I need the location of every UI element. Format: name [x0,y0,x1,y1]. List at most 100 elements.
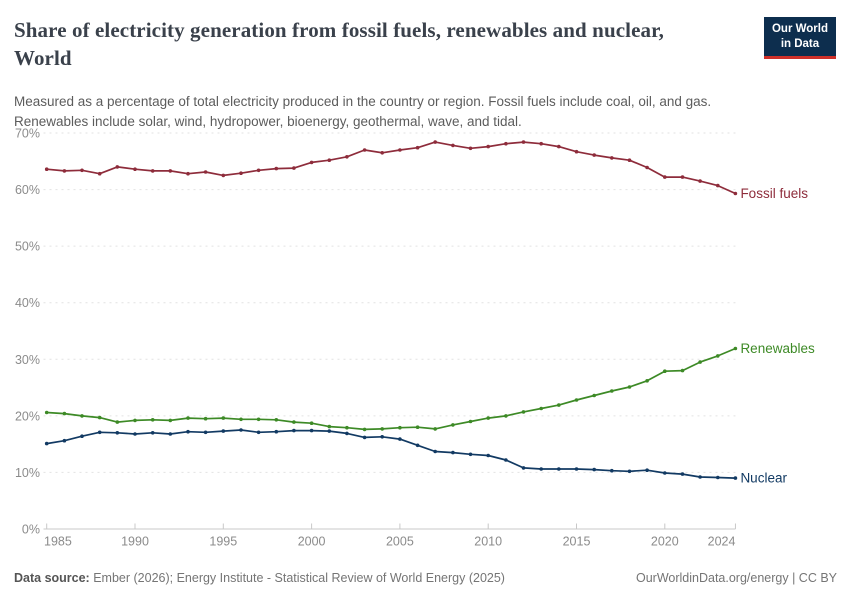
series-point-renewables [627,385,632,389]
series-point-fossil-fuels [345,155,349,159]
series-point-nuclear [610,468,614,473]
series-point-nuclear [557,467,561,471]
y-axis-label: 10% [15,466,40,480]
series-point-renewables [680,368,685,373]
series-point-fossil-fuels [574,149,579,154]
series-point-fossil-fuels [80,168,84,173]
series-point-renewables [504,414,508,418]
series-point-fossil-fuels [186,171,190,176]
series-point-nuclear [168,432,173,436]
series-label-nuclear: Nuclear [740,471,787,486]
series-point-fossil-fuels [97,171,102,176]
series-point-renewables [433,427,438,431]
series-point-renewables [362,427,367,432]
series-point-fossil-fuels [733,191,738,196]
series-point-fossil-fuels [539,141,543,146]
series-point-fossil-fuels [610,156,614,160]
y-axis-label: 50% [15,240,40,254]
series-point-nuclear [539,467,543,471]
series-point-nuclear [97,430,102,435]
y-axis-label: 20% [15,409,40,423]
series-point-fossil-fuels [398,148,402,152]
series-point-fossil-fuels [645,165,649,170]
series-point-fossil-fuels [203,170,208,174]
series-point-renewables [663,369,667,374]
series-point-renewables [150,418,155,422]
y-axis-label: 30% [15,353,40,367]
x-axis-label: 2010 [474,535,502,549]
series-line-fossil-fuels [45,141,737,195]
credit-text: OurWorldinData.org/energy | CC BY [635,571,837,585]
series-point-renewables [203,416,208,421]
series-point-fossil-fuels [115,165,120,169]
series-point-fossil-fuels [327,158,332,162]
series-point-renewables [345,425,349,430]
series-point-renewables [115,420,120,424]
series-point-nuclear [44,441,49,446]
series-point-renewables [521,410,526,414]
series-point-renewables [398,425,402,430]
owid-logo-line1: Our World [771,23,828,35]
series-point-fossil-fuels [309,160,314,165]
series-point-nuclear [62,438,67,443]
series-point-renewables [80,414,84,418]
series-point-nuclear [292,428,296,433]
series-point-fossil-fuels [274,166,279,171]
y-axis-label: 60% [15,183,40,197]
series-point-nuclear [415,443,420,448]
series-point-fossil-fuels [256,168,261,173]
series-point-nuclear [663,471,667,475]
x-axis-label: 2000 [298,535,326,549]
series-point-nuclear [433,449,438,454]
y-axis-label: 40% [15,296,40,310]
series-point-renewables [221,416,226,420]
chart-subtitle: Measured as a percentage of total electr… [14,94,712,130]
series-point-renewables [557,403,561,407]
series-point-renewables [451,423,455,427]
series-point-renewables [380,427,385,431]
series-point-nuclear [203,430,208,435]
series-point-fossil-fuels [504,141,508,146]
series-point-fossil-fuels [239,171,243,175]
y-axis-label: 0% [22,523,40,537]
series-point-nuclear [716,475,720,480]
series-point-nuclear [115,431,120,435]
x-axis-label: 2020 [651,535,679,549]
series-point-nuclear [256,430,261,435]
series-point-renewables [415,425,420,430]
series-point-nuclear [680,472,685,476]
series-point-fossil-fuels [557,144,561,149]
series-line-nuclear [45,429,737,479]
series-point-nuclear [80,434,84,439]
series-point-nuclear [698,475,702,479]
chart-header: Share of electricity generation from fos… [14,16,836,73]
series-point-fossil-fuels [133,167,137,171]
series-point-nuclear [504,458,508,462]
series-point-fossil-fuels [44,167,49,171]
series-point-renewables [62,411,67,416]
series-point-renewables [274,418,279,422]
page-title: Share of electricity generation from fos… [14,18,664,71]
x-axis-label: 2005 [386,535,414,549]
series-point-nuclear [521,466,526,470]
x-axis-label: 1995 [209,535,237,549]
series-point-nuclear [133,432,137,436]
series-point-fossil-fuels [292,166,296,170]
owid-logo: Our World in Data [763,17,836,59]
series-point-fossil-fuels [150,169,155,173]
series-point-renewables [468,419,473,424]
series-point-nuclear [274,429,279,434]
series-point-nuclear [733,476,738,480]
series-point-fossil-fuels [486,144,491,149]
data-source-label: Data source: [14,571,90,585]
series-point-renewables [698,360,702,364]
series-point-renewables [44,410,49,415]
series-point-fossil-fuels [221,173,226,178]
series-label-renewables: Renewables [740,341,815,356]
series-point-fossil-fuels [415,145,420,150]
series-point-renewables [292,420,296,424]
series-point-fossil-fuels [468,146,473,151]
series-point-nuclear [398,437,402,441]
